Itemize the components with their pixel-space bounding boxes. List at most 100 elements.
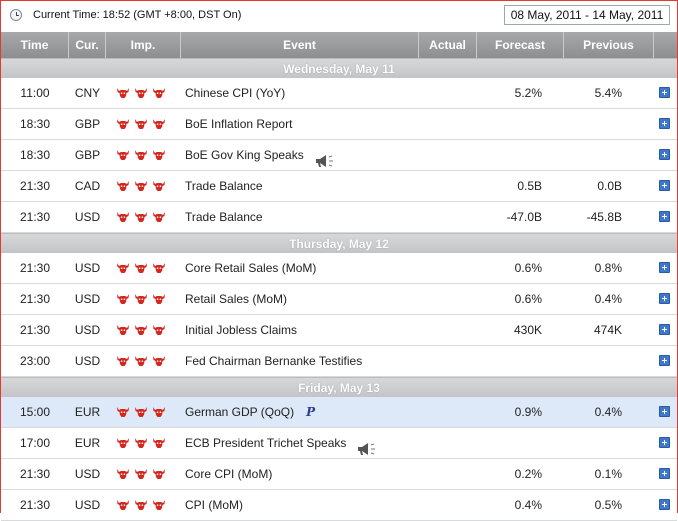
event-time: 21:30 (19, 179, 51, 193)
event-name[interactable]: Retail Sales (MoM) (185, 292, 288, 306)
column-header-expand (654, 32, 677, 58)
plus-icon[interactable] (659, 499, 670, 510)
event-actual (419, 140, 477, 170)
column-header-currency[interactable]: Cur. (69, 32, 106, 58)
event-forecast: 0.6% (514, 292, 542, 306)
plus-icon[interactable] (659, 262, 670, 273)
event-name[interactable]: Core CPI (MoM) (185, 467, 273, 481)
event-time: 17:00 (19, 436, 51, 450)
event-forecast: 0.5B (517, 179, 542, 193)
plus-icon[interactable] (659, 355, 670, 366)
event-name-cell[interactable]: Chinese CPI (YoY) (185, 78, 415, 108)
event-currency: USD (74, 354, 101, 368)
importance-rating (116, 406, 170, 418)
top-bar: Current Time: 18:52 (GMT +8:00, DST On) … (1, 1, 677, 31)
event-currency: USD (74, 210, 101, 224)
table-row[interactable]: 18:30 GBP BoE Inflation Report (1, 109, 677, 140)
event-name[interactable]: German GDP (QoQ) (185, 405, 295, 419)
plus-icon[interactable] (659, 87, 670, 98)
event-name-cell[interactable]: BoE Gov King Speaks (185, 140, 415, 170)
plus-icon[interactable] (659, 437, 670, 448)
event-name[interactable]: BoE Gov King Speaks (185, 148, 304, 162)
event-name-cell[interactable]: Fed Chairman Bernanke Testifies (185, 346, 415, 376)
plus-icon[interactable] (659, 211, 670, 222)
event-previous (542, 428, 622, 458)
table-row[interactable]: 18:30 GBP BoE Gov King Speaks (1, 140, 677, 171)
table-row[interactable]: 23:00 USD Fed Chairman Bernanke Testifies (1, 346, 677, 377)
column-header-event[interactable]: Event (181, 32, 419, 58)
current-time: Current Time: 18:52 (GMT +8:00, DST On) (33, 9, 242, 21)
plus-icon[interactable] (659, 118, 670, 129)
clock-icon (10, 9, 22, 21)
event-name[interactable]: CPI (MoM) (185, 498, 243, 512)
bull-icon (116, 324, 130, 336)
table-row[interactable]: 11:00 CNY Chinese CPI (YoY) 5.2% 5.4% (1, 78, 677, 109)
column-header-forecast[interactable]: Forecast (477, 32, 564, 58)
column-header-previous[interactable]: Previous (564, 32, 654, 58)
table-body: Wednesday, May 11 11:00 CNY Chinese CPI (Yo… (1, 58, 677, 521)
table-row[interactable]: 21:30 USD Retail Sales (MoM) 0.6% 0.4% (1, 284, 677, 315)
event-currency: GBP (74, 148, 101, 162)
table-row[interactable]: 15:00 EUR German GDP (QoQ) P 0.9% 0.4% (1, 397, 677, 428)
day-separator: Wednesday, May 11 (1, 58, 677, 78)
column-header-importance[interactable]: Imp. (106, 32, 181, 58)
table-row[interactable]: 21:30 USD Trade Balance -47.0B -45.8B (1, 202, 677, 233)
event-name[interactable]: Chinese CPI (YoY) (185, 86, 286, 100)
table-row[interactable]: 21:30 USD Initial Jobless Claims 430K 474K (1, 315, 677, 346)
bull-icon (134, 87, 148, 99)
event-name-cell[interactable]: Core CPI (MoM) (185, 459, 415, 489)
bull-icon (134, 262, 148, 274)
event-name[interactable]: Initial Jobless Claims (185, 323, 298, 337)
event-name-cell[interactable]: Retail Sales (MoM) (185, 284, 415, 314)
importance-rating (116, 437, 170, 449)
event-name-cell[interactable]: Initial Jobless Claims (185, 315, 415, 345)
event-name[interactable]: Trade Balance (185, 179, 263, 193)
event-forecast: 0.2% (514, 467, 542, 481)
table-row[interactable]: 21:30 USD Core Retail Sales (MoM) 0.6% 0.8% (1, 253, 677, 284)
event-actual (419, 284, 477, 314)
event-previous: 0.1% (594, 467, 622, 481)
event-name[interactable]: BoE Inflation Report (185, 117, 293, 131)
event-forecast: 430K (513, 323, 542, 337)
plus-icon[interactable] (659, 293, 670, 304)
event-time: 18:30 (19, 117, 51, 131)
event-name[interactable]: ECB President Trichet Speaks (185, 436, 347, 450)
table-row[interactable]: 21:30 USD Core CPI (MoM) 0.2% 0.1% (1, 459, 677, 490)
event-name[interactable]: Fed Chairman Bernanke Testifies (185, 354, 363, 368)
event-name-cell[interactable]: ECB President Trichet Speaks (185, 428, 415, 458)
plus-icon[interactable] (659, 468, 670, 479)
event-name-cell[interactable]: CPI (MoM) (185, 490, 415, 520)
event-name[interactable]: Trade Balance (185, 210, 263, 224)
event-name-cell[interactable]: Core Retail Sales (MoM) (185, 253, 415, 283)
bull-icon (116, 149, 130, 161)
plus-icon[interactable] (659, 149, 670, 160)
event-name[interactable]: Core Retail Sales (MoM) (185, 261, 317, 275)
event-actual (419, 78, 477, 108)
table-row[interactable]: 21:30 CAD Trade Balance 0.5B 0.0B (1, 171, 677, 202)
date-range-selector[interactable]: 08 May, 2011 - 14 May, 2011 (504, 5, 670, 25)
bull-icon (152, 406, 166, 418)
plus-icon[interactable] (659, 406, 670, 417)
event-name-cell[interactable]: Trade Balance (185, 202, 415, 232)
importance-rating (116, 118, 170, 130)
column-header-actual[interactable]: Actual (419, 32, 477, 58)
event-name-cell[interactable]: BoE Inflation Report (185, 109, 415, 139)
event-previous: 0.0B (597, 179, 622, 193)
event-name-cell[interactable]: German GDP (QoQ) P (185, 397, 415, 427)
table-header: Time Cur. Imp. Event Actual Forecast Pre… (1, 32, 677, 58)
bull-icon (116, 406, 130, 418)
event-actual (419, 397, 477, 427)
table-row[interactable]: 17:00 EUR ECB President Trichet Speaks (1, 428, 677, 459)
event-forecast (477, 428, 542, 458)
importance-rating (116, 293, 170, 305)
column-header-time[interactable]: Time (1, 32, 69, 58)
event-name-cell[interactable]: Trade Balance (185, 171, 415, 201)
event-time: 11:00 (20, 86, 50, 100)
plus-icon[interactable] (659, 324, 670, 335)
event-previous: -45.8B (586, 210, 622, 224)
event-previous: 0.8% (594, 261, 622, 275)
bull-icon (152, 180, 166, 192)
table-row[interactable]: 21:30 USD CPI (MoM) 0.4% 0.5% (1, 490, 677, 521)
plus-icon[interactable] (659, 180, 670, 191)
event-actual (419, 346, 477, 376)
